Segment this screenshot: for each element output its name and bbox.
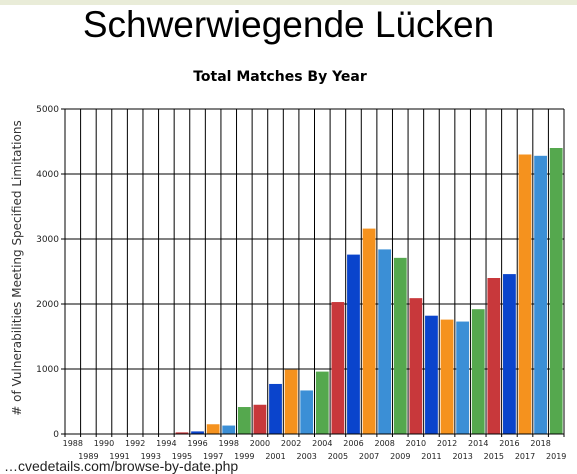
bar-2003 [300,390,314,434]
x-tick-label: 2003 [297,452,317,460]
x-tick-label: 2014 [468,439,488,448]
bars [66,148,563,435]
bar-2007 [362,228,376,434]
bar-1999 [237,407,251,434]
slide-title: Schwerwiegende Lücken [82,4,495,45]
x-tick-label: 2013 [452,452,472,460]
bar-2015 [487,278,501,434]
axes [64,109,564,435]
bar-2009 [393,257,407,434]
y-tick-labels: 0 1000 2000 3000 4000 5000 [36,105,59,440]
x-tick-label: 1997 [203,452,223,460]
x-tick-label: 1988 [63,439,83,448]
x-tick-label: 1999 [234,452,254,460]
y-tick-label: 1000 [36,365,59,375]
grid [61,108,565,437]
x-tick-label: 2019 [546,452,566,460]
x-tick-label: 1994 [156,439,176,448]
x-tick-label: 1993 [141,452,161,460]
x-tick-label: 2015 [484,452,504,460]
y-axis-label: # of Vulnerabilities Meeting Specified L… [10,120,24,415]
bar-2010 [409,298,423,434]
x-tick-label: 2005 [328,452,348,460]
x-tick-label: 1989 [78,452,98,460]
y-tick-label: 0 [53,430,59,440]
chart-title: Total Matches By Year [193,69,367,85]
bar-chart: Total Matches By Year # of Vulnerabiliti… [10,69,567,460]
x-tick-label: 2009 [390,452,410,460]
x-tick-label: 2017 [515,452,535,460]
y-tick-label: 3000 [36,235,59,245]
bar-2013 [456,321,470,434]
bar-2017 [518,154,532,434]
x-tick-label: 2007 [359,452,379,460]
x-tick-label: 1991 [109,452,129,460]
x-tick-labels: 1988 1989 1990 1991 1992 1993 1994 1995 1996 1997… [63,439,567,460]
x-tick-label: 2012 [437,439,457,448]
x-tick-label: 2004 [312,439,332,448]
bar-2002 [284,369,298,434]
x-tick-label: 2000 [250,439,270,448]
x-tick-label: 2006 [343,439,363,448]
bar-1997 [206,424,220,434]
y-tick-label: 2000 [36,300,59,310]
x-tick-label: 2001 [265,452,285,460]
bar-1998 [222,425,236,434]
source-text: …cvedetails.com/browse-by-date.php [4,458,239,474]
bar-2016 [503,274,516,434]
x-tick-label: 1998 [219,439,239,448]
bar-2012 [440,319,454,434]
slide-header-strip [0,0,577,5]
bar-2000 [253,404,267,434]
x-tick-label: 1995 [172,452,192,460]
x-tick-label: 2018 [530,439,550,448]
x-tick-label: 2016 [499,439,519,448]
bar-2005 [331,302,345,434]
bar-1995 [175,432,189,434]
x-tick-label: 2010 [406,439,426,448]
bar-2018 [534,155,548,435]
x-tick-label: 2002 [281,439,301,448]
bar-1996 [191,431,204,434]
bar-2001 [269,383,282,434]
y-tick-label: 4000 [36,170,59,180]
x-tick-label: 1996 [187,439,207,448]
bar-2008 [378,249,392,434]
x-tick-label: 1992 [125,439,145,448]
bar-2011 [425,315,438,434]
x-tick-label: 2011 [421,452,441,460]
x-tick-label: 1990 [94,439,114,448]
bar-2019 [549,148,563,434]
bar-2014 [471,309,485,434]
x-tick-label: 2008 [374,439,394,448]
bar-2006 [347,254,360,434]
y-tick-label: 5000 [36,105,59,115]
bar-2004 [315,371,329,434]
